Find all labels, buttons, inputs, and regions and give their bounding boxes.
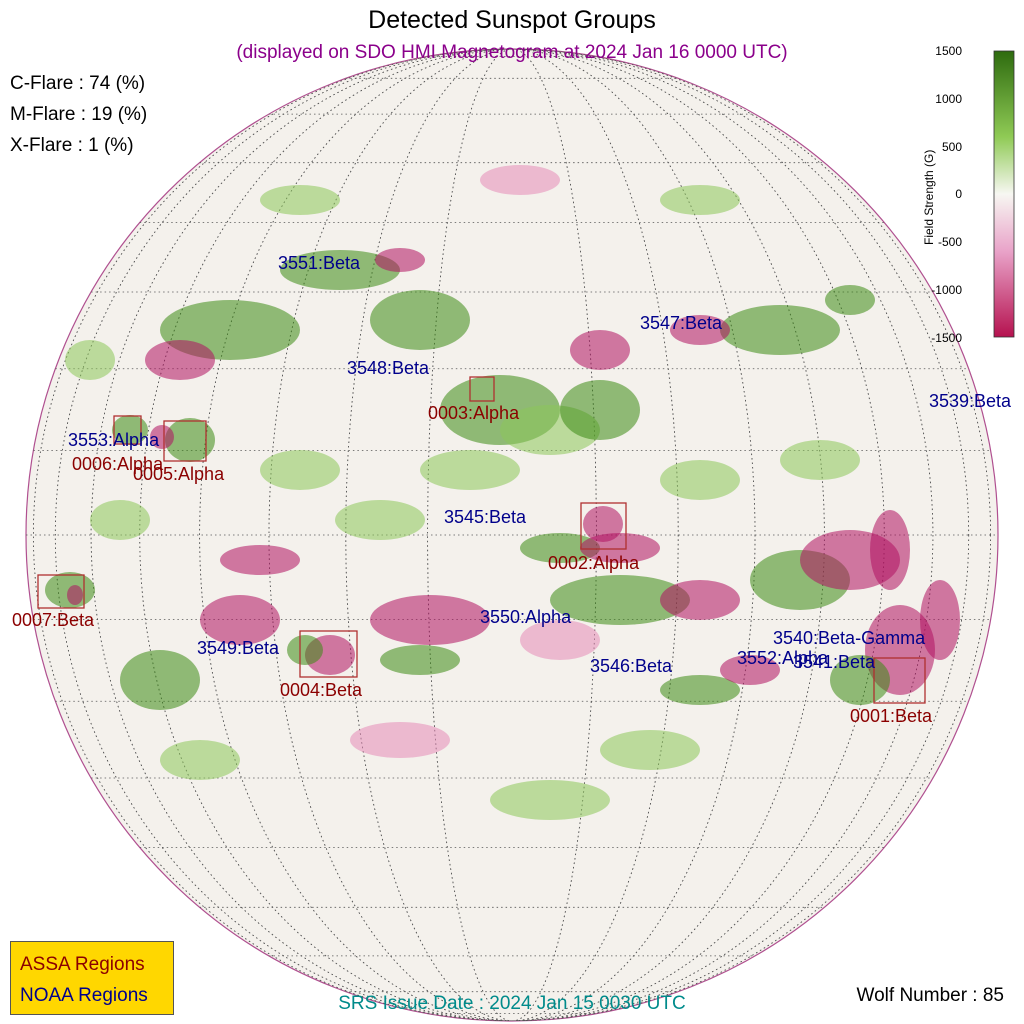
magnetic-blob <box>165 418 215 462</box>
assa-region-label[interactable]: 0003:Alpha <box>428 403 520 423</box>
region-detection-box <box>873 657 926 704</box>
wolf-number: Wolf Number : 85 <box>856 985 1004 1006</box>
magnetic-blob <box>370 595 490 645</box>
magnetic-blob <box>520 533 600 563</box>
magnetic-blob <box>660 675 740 705</box>
assa-region-label[interactable]: 0004:Beta <box>280 680 363 700</box>
c-flare-probability: C-Flare : 74 (%) <box>10 73 146 94</box>
magnetic-blob <box>600 730 700 770</box>
magnetic-blob <box>560 380 640 440</box>
noaa-region-label[interactable]: 3548:Beta <box>347 358 430 378</box>
noaa-region-label[interactable]: 3552:Alpha <box>737 648 829 668</box>
noaa-region-label[interactable]: 3545:Beta <box>444 507 527 527</box>
magnetic-blob <box>67 585 83 605</box>
colorbar <box>993 50 1015 338</box>
magnetic-blob <box>520 620 600 660</box>
assa-region-label[interactable]: 0005:Alpha <box>133 464 225 484</box>
page-subtitle: (displayed on SDO HMI Magnetogram at 202… <box>236 42 788 63</box>
colorbar-tick: 500 <box>941 140 962 154</box>
assa-region-label[interactable]: 0001:Beta <box>850 706 933 726</box>
magnetic-blob <box>830 655 890 705</box>
magnetic-blob <box>350 722 450 758</box>
magnetic-regions <box>45 165 960 820</box>
magnetic-blob <box>112 415 148 445</box>
magnetic-blob <box>380 645 460 675</box>
magnetic-blob <box>220 545 300 575</box>
magnetic-blob <box>480 165 560 195</box>
magnetic-blob <box>200 595 280 645</box>
noaa-region-label[interactable]: 3540:Beta-Gamma <box>773 628 926 648</box>
assa-region-label[interactable]: 0006:Alpha <box>72 454 164 474</box>
legend-noaa-label: NOAA Regions <box>20 985 148 1006</box>
magnetic-blob <box>335 500 425 540</box>
region-detection-box <box>580 502 627 550</box>
magnetic-blob <box>870 510 910 590</box>
page-title: Detected Sunspot Groups <box>368 6 656 34</box>
magnetic-blob <box>660 185 740 215</box>
magnetic-blob <box>370 290 470 350</box>
magnetic-blob <box>580 533 660 563</box>
colorbar-tick: 1000 <box>935 92 962 106</box>
region-detection-box <box>113 415 142 445</box>
magnetic-blob <box>90 500 150 540</box>
region-detection-box <box>299 630 358 678</box>
magnetic-blob <box>150 425 174 449</box>
noaa-region-label[interactable]: 3549:Beta <box>197 638 280 658</box>
magnetic-blob <box>570 330 630 370</box>
assa-region-label[interactable]: 0007:Beta <box>12 610 95 630</box>
colorbar-tick: 0 <box>955 187 962 201</box>
magnetic-blob <box>780 440 860 480</box>
magnetic-blob <box>287 635 323 665</box>
magnetic-blob <box>583 506 623 542</box>
magnetic-blob <box>720 305 840 355</box>
colorbar-tick: -1000 <box>931 283 962 297</box>
noaa-region-label[interactable]: 3541:Beta <box>793 652 876 672</box>
noaa-region-label[interactable]: 3553:Alpha <box>68 430 160 450</box>
noaa-region-label[interactable]: 3539:Beta <box>929 391 1012 411</box>
detection-boxes <box>37 376 926 704</box>
magnetic-blob <box>280 250 400 290</box>
colorbar-title: Field Strength (G) <box>922 149 936 245</box>
noaa-region-label[interactable]: 3551:Beta <box>278 253 361 273</box>
magnetic-blob <box>120 650 200 710</box>
m-flare-probability: M-Flare : 19 (%) <box>10 104 148 125</box>
magnetic-blob <box>490 780 610 820</box>
assa-region-label[interactable]: 0002:Alpha <box>548 553 640 573</box>
magnetic-blob <box>260 450 340 490</box>
region-detection-box <box>469 376 495 402</box>
x-flare-probability: X-Flare : 1 (%) <box>10 135 134 156</box>
legend-box <box>10 941 174 1015</box>
magnetic-blob <box>260 185 340 215</box>
legend-assa-label: ASSA Regions <box>20 954 145 975</box>
colorbar-tick: 1500 <box>935 44 962 58</box>
magnetic-blob <box>145 340 215 380</box>
noaa-region-label[interactable]: 3550:Alpha <box>480 607 572 627</box>
magnetic-blob <box>420 450 520 490</box>
magnetic-blob <box>920 580 960 660</box>
magnetic-blob <box>670 315 730 345</box>
noaa-region-label[interactable]: 3547:Beta <box>640 313 723 333</box>
srs-issue-date: SRS Issue Date : 2024 Jan 15 0030 UTC <box>338 993 686 1014</box>
magnetic-blob <box>160 740 240 780</box>
magnetic-blob <box>660 460 740 500</box>
colorbar-tick: -1500 <box>931 331 962 345</box>
magnetic-blob <box>825 285 875 315</box>
magnetic-blob <box>660 580 740 620</box>
region-detection-box <box>163 420 207 462</box>
region-detection-box <box>37 574 85 609</box>
magnetic-blob <box>720 655 780 685</box>
magnetic-blob <box>550 575 690 625</box>
noaa-region-label[interactable]: 3546:Beta <box>590 656 673 676</box>
magnetic-blob <box>65 340 115 380</box>
magnetic-blob <box>375 248 425 272</box>
colorbar-tick: -500 <box>937 235 962 249</box>
